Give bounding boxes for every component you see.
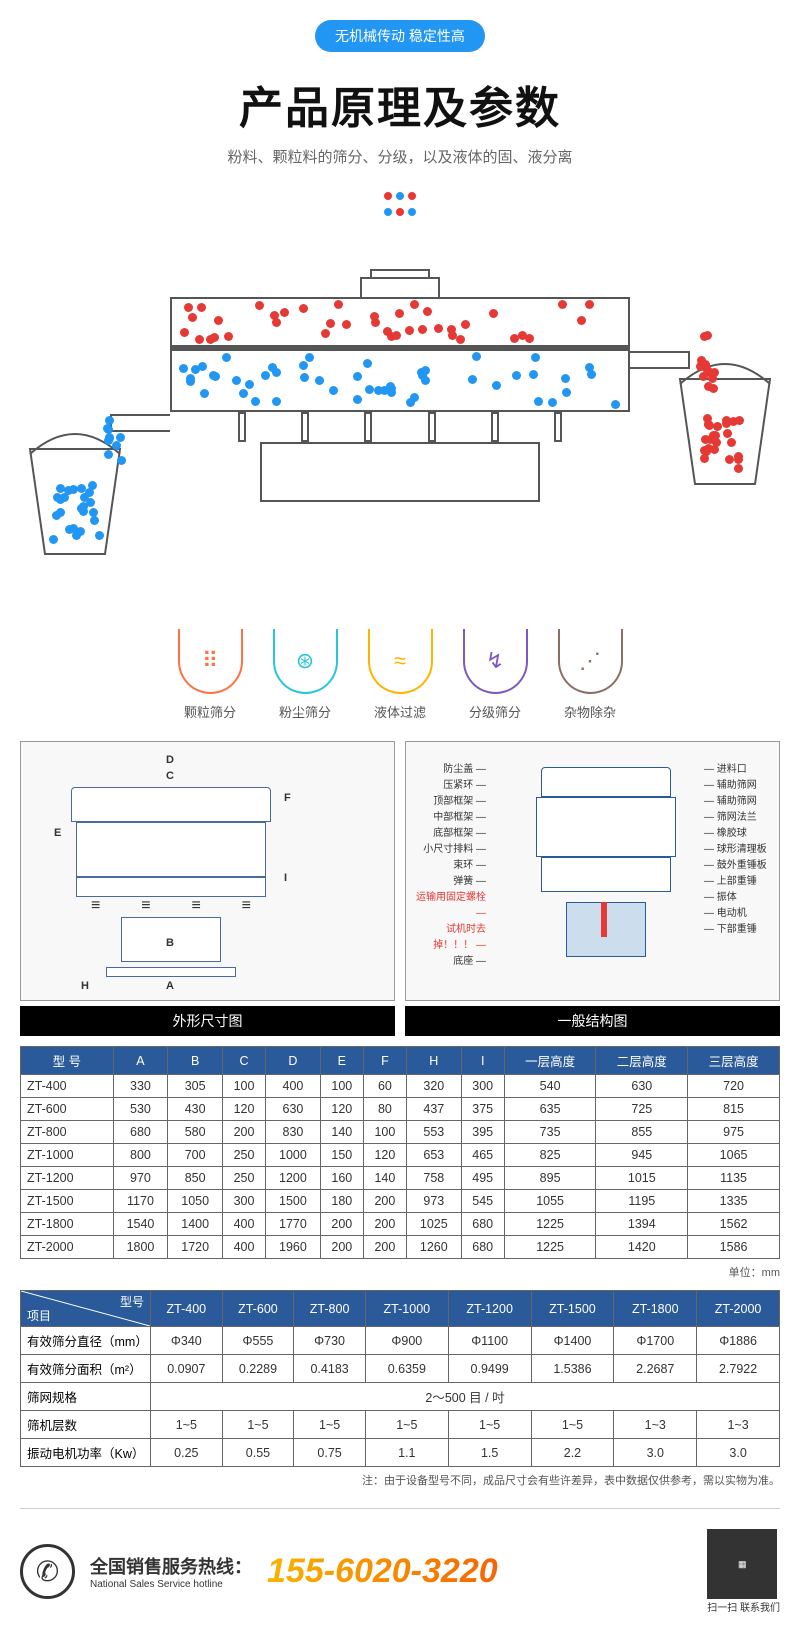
principle-diagram <box>50 229 750 609</box>
feature-grade: ↯分级筛分 <box>463 629 528 721</box>
hotline-title: 全国销售服务热线： <box>90 1553 252 1579</box>
structure-diagram: 防尘盖 —压紧环 —顶部框架 —中部框架 —底部框架 —小尺寸排料 —束环 —弹… <box>405 741 780 1001</box>
tech-label-right: 一般结构图 <box>405 1006 780 1036</box>
bucket-right <box>670 359 780 489</box>
decoration-dots <box>20 187 780 219</box>
spec-table-2: 型号项目ZT-400ZT-600ZT-800ZT-1000ZT-1200ZT-1… <box>20 1290 780 1467</box>
subtitle: 粉料、颗粒料的筛分、分级，以及液体的固、液分离 <box>20 146 780 167</box>
hotline-bar: ✆ 全国销售服务热线： National Sales Service hotli… <box>20 1508 780 1614</box>
feature-particle: ⠿颗粒筛分 <box>178 629 243 721</box>
unit-note: 单位：mm <box>20 1264 780 1280</box>
feature-liquid: ≈液体过滤 <box>368 629 433 721</box>
main-title: 产品原理及参数 <box>20 72 780 136</box>
hotline-number[interactable]: 155-6020-3220 <box>267 1552 692 1591</box>
feature-dust: ⊛粉尘筛分 <box>273 629 338 721</box>
technical-diagrams: ≡≡≡≡ D C E F I B A H 防尘盖 —压紧环 —顶部框架 —中部框… <box>20 741 780 1001</box>
tech-label-left: 外形尺寸图 <box>20 1006 395 1036</box>
qr-code[interactable]: ▦ <box>707 1529 777 1599</box>
top-badge: 无机械传动 稳定性高 <box>315 20 485 52</box>
feature-debris: ⋰杂物除杂 <box>558 629 623 721</box>
feature-row: ⠿颗粒筛分 ⊛粉尘筛分 ≈液体过滤 ↯分级筛分 ⋰杂物除杂 <box>20 629 780 721</box>
table2-note: 注：由于设备型号不同，成品尺寸会有些许差异，表中数据仅供参考，需以实物为准。 <box>20 1472 780 1488</box>
hotline-sub: National Sales Service hotline <box>90 1579 252 1590</box>
phone-icon: ✆ <box>20 1544 75 1599</box>
dimension-diagram: ≡≡≡≡ D C E F I B A H <box>20 741 395 1001</box>
spec-table-1: 型 号ABCDEFHI一层高度二层高度三层高度 ZT-4003303051004… <box>20 1046 780 1259</box>
